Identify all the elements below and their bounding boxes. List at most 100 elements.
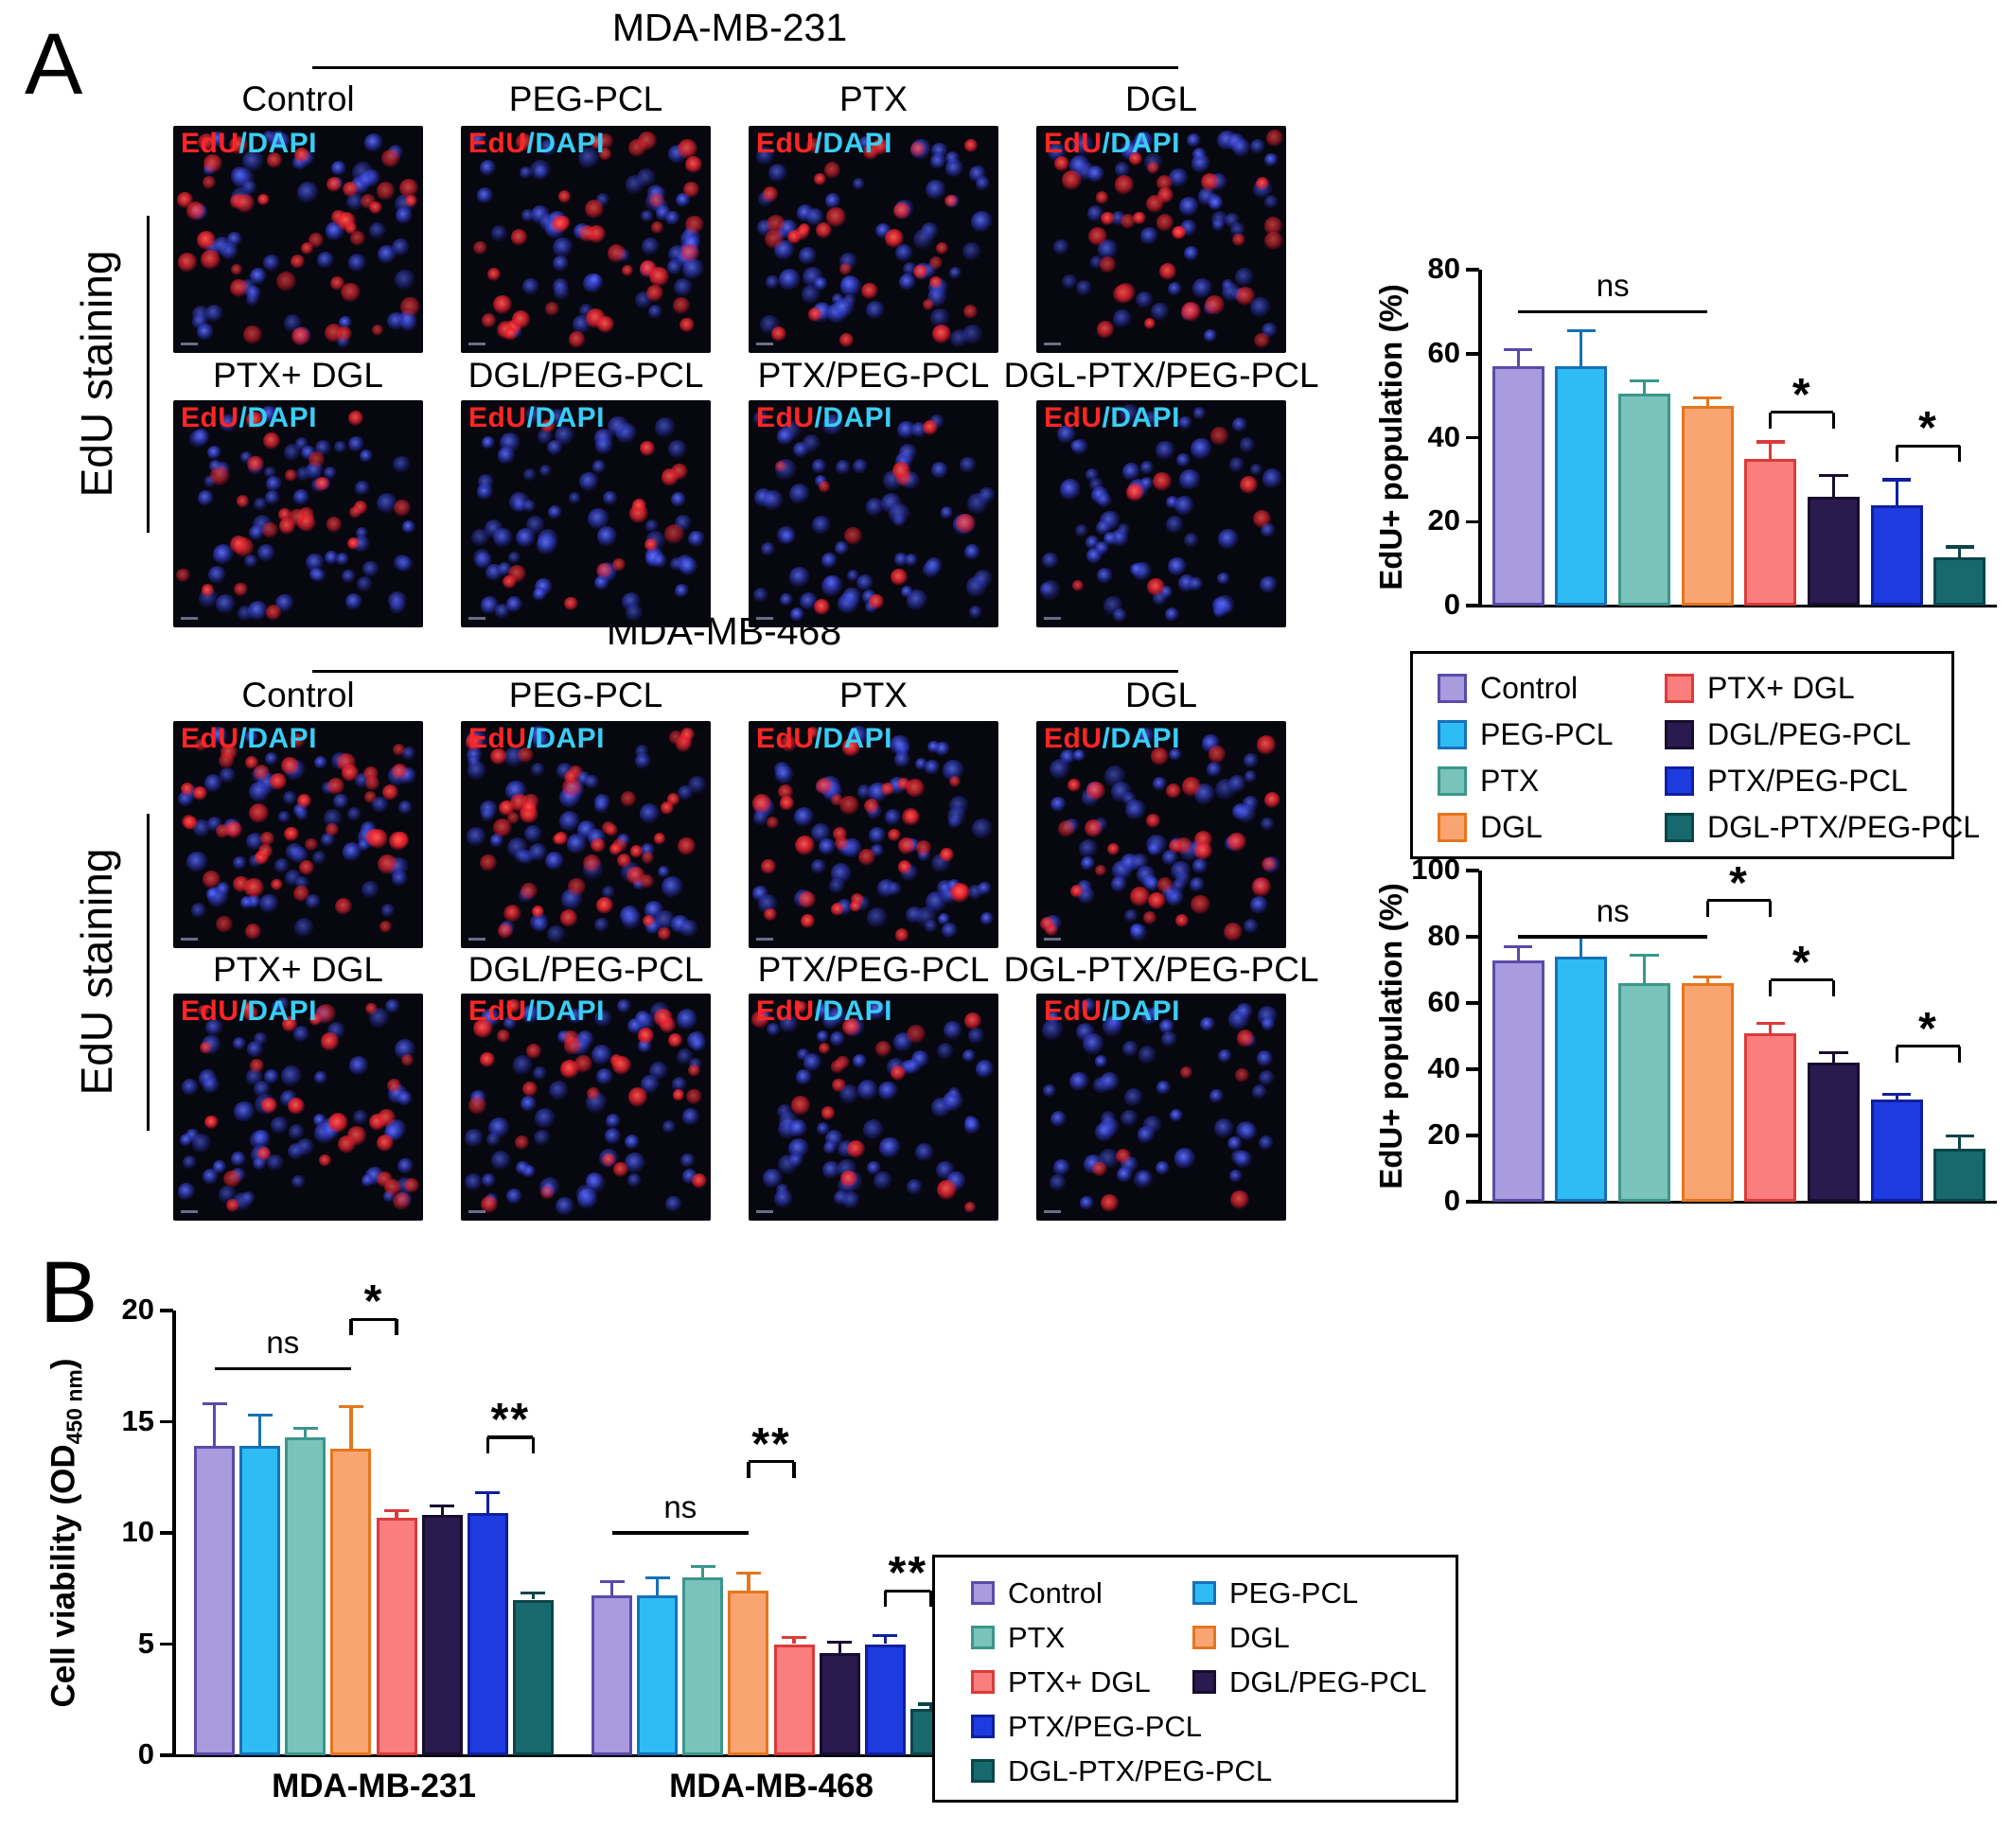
edu-positive-dot xyxy=(668,730,683,745)
dapi-nucleus-dot xyxy=(682,258,704,280)
dapi-nucleus-dot xyxy=(203,1077,220,1094)
edu-positive-dot xyxy=(325,823,339,837)
edu-positive-dot xyxy=(197,231,216,250)
dapi-nucleus-dot xyxy=(1218,529,1239,550)
edu-positive-dot xyxy=(823,162,841,179)
dapi-nucleus-dot xyxy=(1161,884,1178,900)
dapi-nucleus-dot xyxy=(824,575,840,591)
dapi-nucleus-dot xyxy=(906,590,928,611)
dapi-nucleus-dot xyxy=(1100,1072,1121,1093)
edu-positive-dot xyxy=(510,793,529,813)
condition-label-dgl: DGL xyxy=(1124,79,1198,118)
edu-positive-dot xyxy=(799,223,811,236)
edu-positive-dot xyxy=(661,801,675,815)
edu-positive-dot xyxy=(243,878,264,899)
dapi-nucleus-dot xyxy=(215,461,231,477)
edu-positive-dot xyxy=(257,844,273,859)
edu-positive-dot xyxy=(381,149,401,168)
dapi-nucleus-dot xyxy=(244,554,258,569)
dapi-nucleus-dot xyxy=(655,205,672,221)
scale-bar xyxy=(756,938,773,941)
edu-dapi-overlay-label: EdU/DAPI xyxy=(756,723,892,755)
edu-positive-dot xyxy=(520,804,538,823)
dapi-nucleus-dot xyxy=(1217,572,1230,586)
dapi-nucleus-dot xyxy=(929,152,947,169)
edu-positive-dot xyxy=(872,138,889,155)
y-tick-label: 80 xyxy=(1427,252,1460,285)
edu-population-axis-label: EdU+ population (%) xyxy=(1373,284,1408,590)
sig-label-star: ** xyxy=(751,1418,791,1470)
dapi-nucleus-dot xyxy=(1124,908,1138,924)
edu-positive-dot xyxy=(761,858,776,874)
dapi-nucleus-dot xyxy=(260,405,278,424)
edu-positive-dot xyxy=(963,138,978,152)
dapi-nucleus-dot xyxy=(263,466,276,479)
dapi-nucleus-dot xyxy=(594,799,610,815)
legend-item-dgl-ptx-peg-pcl: DGL-PTX/PEG-PCL xyxy=(1665,804,1980,851)
dapi-nucleus-dot xyxy=(545,851,565,871)
edu-positive-dot xyxy=(515,133,534,151)
dapi-nucleus-dot xyxy=(489,834,504,848)
dapi-nucleus-dot xyxy=(1212,605,1227,618)
edu-positive-dot xyxy=(678,836,696,855)
dapi-nucleus-dot xyxy=(240,1191,256,1206)
dapi-nucleus-dot xyxy=(1048,142,1068,162)
error-bar-line xyxy=(1705,977,1709,983)
edu-positive-dot xyxy=(1125,484,1144,502)
dapi-nucleus-dot xyxy=(768,164,787,184)
edu-positive-dot xyxy=(271,879,283,891)
edu-positive-dot xyxy=(897,837,915,855)
edu-positive-dot xyxy=(344,222,358,235)
dapi-nucleus-dot xyxy=(473,548,492,568)
dapi-nucleus-dot xyxy=(1122,143,1140,161)
dapi-nucleus-dot xyxy=(296,182,319,204)
dapi-nucleus-dot xyxy=(264,490,280,506)
error-bar-line xyxy=(1769,1023,1773,1033)
dapi-nucleus-dot xyxy=(513,499,527,513)
dapi-nucleus-dot xyxy=(572,314,591,334)
edu-positive-dot xyxy=(341,282,362,303)
dapi-nucleus-dot xyxy=(382,1189,396,1203)
legend-panel-a: Control PEG-PCL PTX DGL PTX+ DGL DGL/PEG-PCL P… xyxy=(1410,651,1980,859)
edu-text: EdU xyxy=(1044,402,1103,433)
scale-bar xyxy=(468,938,485,941)
edu-positive-dot xyxy=(1146,161,1160,175)
dapi-nucleus-dot xyxy=(262,131,276,144)
dapi-nucleus-dot xyxy=(249,854,263,869)
edu-positive-dot xyxy=(400,1053,415,1066)
edu-positive-dot xyxy=(1146,194,1165,213)
sig-label-star: * xyxy=(1918,403,1938,454)
dapi-nucleus-dot xyxy=(841,837,862,858)
edu-positive-dot xyxy=(324,323,344,343)
dapi-nucleus-dot xyxy=(796,204,815,222)
error-bar-cap xyxy=(1566,328,1596,333)
dapi-text: /DAPI xyxy=(526,402,606,433)
edu-positive-dot xyxy=(818,1042,831,1055)
dapi-nucleus-dot xyxy=(312,568,327,583)
dapi-nucleus-dot xyxy=(637,1013,655,1031)
dapi-nucleus-dot xyxy=(761,541,776,557)
edu-positive-dot xyxy=(1096,191,1109,204)
edu-positive-dot xyxy=(301,242,314,255)
dapi-nucleus-dot xyxy=(632,877,646,891)
dapi-nucleus-dot xyxy=(1050,796,1067,813)
dapi-nucleus-dot xyxy=(1069,155,1091,177)
edu-positive-dot xyxy=(1058,819,1076,837)
legend-label: DGL-PTX/PEG-PCL xyxy=(1707,810,1981,844)
microscopy-image-mda-mb-468-ptx-peg-pcl: EdU/DAPI xyxy=(749,994,998,1221)
y-axis xyxy=(172,1311,176,1757)
dapi-nucleus-dot xyxy=(203,475,218,488)
edu-positive-dot xyxy=(751,1011,769,1029)
dapi-nucleus-dot xyxy=(1191,858,1209,875)
edu-positive-dot xyxy=(940,847,955,862)
dapi-nucleus-dot xyxy=(182,1079,199,1096)
edu-positive-dot xyxy=(905,778,926,799)
edu-positive-dot xyxy=(658,926,672,941)
dapi-nucleus-dot xyxy=(676,192,691,208)
error-bar-line xyxy=(213,1403,217,1447)
dapi-nucleus-dot xyxy=(867,1000,887,1020)
dapi-nucleus-dot xyxy=(1080,998,1096,1014)
dapi-nucleus-dot xyxy=(926,891,948,914)
dapi-nucleus-dot xyxy=(397,1191,413,1207)
edu-positive-dot xyxy=(278,518,296,535)
